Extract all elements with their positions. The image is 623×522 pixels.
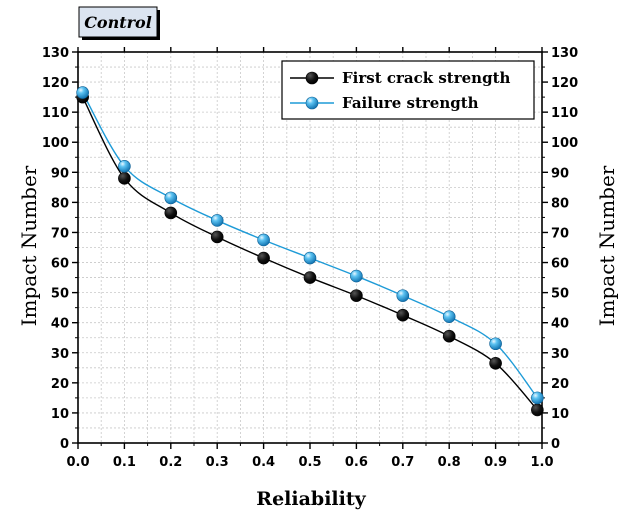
series-1-point bbox=[164, 191, 178, 205]
y-tick-label-right: 0 bbox=[551, 437, 560, 452]
y-tick-label-left: 110 bbox=[42, 106, 69, 121]
series-1-point bbox=[76, 86, 89, 99]
y-tick-label-left: 100 bbox=[42, 136, 69, 151]
chart-tag-text: Control bbox=[84, 13, 152, 32]
x-tick-label: 0.3 bbox=[206, 455, 229, 470]
x-tick-label: 1.0 bbox=[530, 455, 553, 470]
y-tick-label-left: 50 bbox=[51, 287, 69, 302]
series-0-point bbox=[489, 356, 502, 370]
y-tick-label-left: 120 bbox=[42, 76, 69, 91]
y-tick-label-left: 70 bbox=[51, 226, 69, 241]
series-layer bbox=[76, 86, 544, 417]
x-tick-label: 0.4 bbox=[252, 455, 275, 470]
x-tick-label: 0.1 bbox=[113, 455, 136, 470]
y-tick-label-left: 60 bbox=[51, 257, 69, 272]
y-tick-label-left: 40 bbox=[51, 317, 69, 332]
y-axis-label-left: Impact Number bbox=[17, 165, 41, 326]
y-tick-label-right: 130 bbox=[551, 46, 578, 61]
series-0-point bbox=[210, 230, 224, 244]
ticks: 0.0 0.1 0.2 0.3 0.4 0.5 0.6 0.7 0.8 0.9 1.0 0 0 10 10 2… bbox=[42, 46, 578, 470]
y-tick-label-left: 130 bbox=[42, 46, 69, 61]
series-1-point bbox=[350, 269, 363, 283]
series-0-point bbox=[257, 251, 270, 265]
legend-label-1: Failure strength bbox=[342, 94, 479, 112]
y-tick-label-right: 30 bbox=[551, 347, 569, 362]
legend-marker-1 bbox=[305, 96, 319, 110]
series-1-point bbox=[489, 337, 502, 351]
legend: First crack strength Failure strength bbox=[281, 60, 535, 120]
y-tick-label-right: 80 bbox=[551, 196, 569, 211]
y-tick-label-right: 100 bbox=[551, 136, 578, 151]
series-0-point bbox=[118, 172, 131, 185]
y-tick-label-right: 110 bbox=[551, 106, 578, 121]
x-tick-label: 0.5 bbox=[298, 455, 321, 470]
series-0-point bbox=[164, 206, 178, 220]
x-axis-label: Reliability bbox=[256, 488, 366, 510]
chart-tag-box bbox=[78, 6, 158, 38]
series-1-point bbox=[396, 289, 410, 302]
x-tick-label: 0.7 bbox=[391, 455, 414, 470]
y-tick-label-left: 20 bbox=[51, 377, 69, 392]
y-tick-label-right: 40 bbox=[551, 317, 569, 332]
y-axis-label-right: Impact Number bbox=[595, 165, 619, 326]
y-tick-label-left: 80 bbox=[51, 196, 69, 211]
series-1-point bbox=[442, 310, 456, 323]
y-tick-label-right: 90 bbox=[551, 166, 569, 181]
series-0-point bbox=[442, 329, 456, 343]
y-tick-label-right: 10 bbox=[551, 407, 569, 422]
y-tick-label-left: 10 bbox=[51, 407, 69, 422]
x-tick-label: 0.0 bbox=[66, 455, 89, 470]
y-tick-label-left: 90 bbox=[51, 166, 69, 181]
legend-label-0: First crack strength bbox=[342, 69, 510, 87]
legend-box bbox=[281, 60, 535, 120]
x-tick-label: 0.8 bbox=[438, 455, 461, 470]
series-0-point bbox=[531, 403, 544, 417]
series-1-point bbox=[531, 391, 544, 405]
y-tick-label-right: 20 bbox=[551, 377, 569, 392]
series-1-point bbox=[210, 214, 224, 227]
y-tick-label-left: 30 bbox=[51, 347, 69, 362]
x-tick-label: 0.6 bbox=[345, 455, 368, 470]
chart-tag: Control bbox=[78, 6, 160, 40]
series-1-point bbox=[118, 159, 131, 173]
y-tick-label-left: 0 bbox=[60, 437, 69, 452]
series-1-point bbox=[257, 233, 270, 247]
legend-marker-0 bbox=[305, 71, 319, 85]
y-tick-label-right: 120 bbox=[551, 76, 578, 91]
x-tick-label: 0.9 bbox=[484, 455, 507, 470]
y-tick-label-right: 50 bbox=[551, 287, 569, 302]
x-tick-label: 0.2 bbox=[159, 455, 182, 470]
series-1-point bbox=[303, 251, 317, 265]
series-0-point bbox=[396, 308, 410, 322]
y-tick-label-right: 60 bbox=[551, 257, 569, 272]
y-tick-label-right: 70 bbox=[551, 226, 569, 241]
series-0-point bbox=[303, 271, 317, 284]
series-0-point bbox=[350, 289, 363, 302]
